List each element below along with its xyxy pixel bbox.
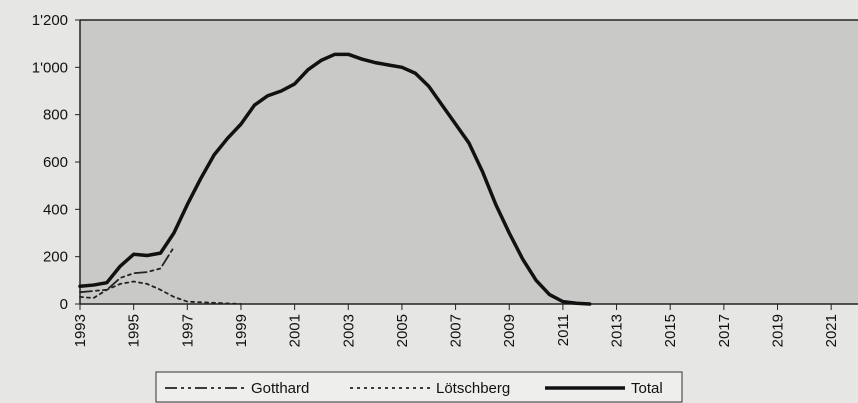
x-tick-label: 2009 bbox=[501, 314, 518, 347]
legend-label: Lötschberg bbox=[436, 380, 510, 397]
x-tick-label: 1995 bbox=[126, 314, 143, 347]
x-tick-label: 1997 bbox=[179, 314, 196, 347]
x-tick-label: 2001 bbox=[287, 314, 304, 347]
x-tick-label: 2005 bbox=[394, 314, 411, 347]
legend-label: Gotthard bbox=[251, 380, 309, 397]
y-tick-label: 800 bbox=[43, 107, 68, 124]
legend-label: Total bbox=[631, 380, 663, 397]
y-tick-label: 1'200 bbox=[32, 12, 68, 29]
x-tick-label: 2007 bbox=[448, 314, 465, 347]
x-tick-label: 1993 bbox=[72, 314, 89, 347]
series-line bbox=[79, 280, 242, 305]
plot-area bbox=[80, 20, 858, 304]
series-line bbox=[79, 246, 175, 294]
x-tick-label: 1999 bbox=[233, 314, 250, 347]
y-tick-label: 0 bbox=[60, 296, 68, 313]
x-tick-label: 2011 bbox=[555, 314, 572, 346]
x-tick-label: 2019 bbox=[770, 314, 787, 347]
x-tick-label: 2015 bbox=[662, 314, 679, 347]
x-tick-label: 2013 bbox=[609, 314, 626, 347]
y-tick-label: 1'000 bbox=[32, 59, 68, 76]
y-tick-label: 200 bbox=[43, 249, 68, 266]
x-tick-label: 2003 bbox=[340, 314, 357, 347]
series-line bbox=[78, 52, 592, 306]
x-tick-label: 2017 bbox=[716, 314, 733, 347]
y-tick-label: 400 bbox=[43, 201, 68, 218]
x-tick-label: 2021 bbox=[823, 314, 840, 347]
y-tick-label: 600 bbox=[43, 154, 68, 171]
